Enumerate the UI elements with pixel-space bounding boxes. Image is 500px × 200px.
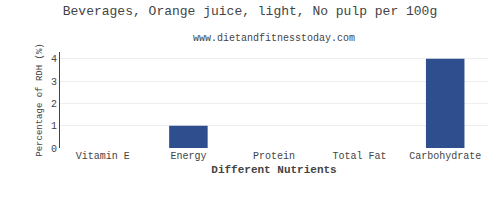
- svg-text:Total Fat: Total Fat: [333, 151, 387, 162]
- svg-text:Different Nutrients: Different Nutrients: [211, 164, 336, 176]
- svg-text:Percentage of RDH (%): Percentage of RDH (%): [35, 43, 45, 156]
- svg-text:Energy: Energy: [170, 151, 206, 162]
- svg-text:2: 2: [51, 99, 57, 110]
- svg-text:Vitamin E: Vitamin E: [76, 151, 130, 162]
- svg-text:www.dietandfitnesstoday.com: www.dietandfitnesstoday.com: [193, 33, 355, 44]
- svg-text:4: 4: [51, 54, 57, 65]
- svg-text:1: 1: [51, 121, 57, 132]
- svg-text:0: 0: [51, 144, 57, 155]
- svg-text:Beverages, Orange juice, light: Beverages, Orange juice, light, No pulp …: [63, 4, 437, 19]
- svg-text:Carbohydrate: Carbohydrate: [409, 151, 481, 162]
- svg-text:3: 3: [51, 77, 57, 88]
- svg-text:Protein: Protein: [253, 151, 295, 162]
